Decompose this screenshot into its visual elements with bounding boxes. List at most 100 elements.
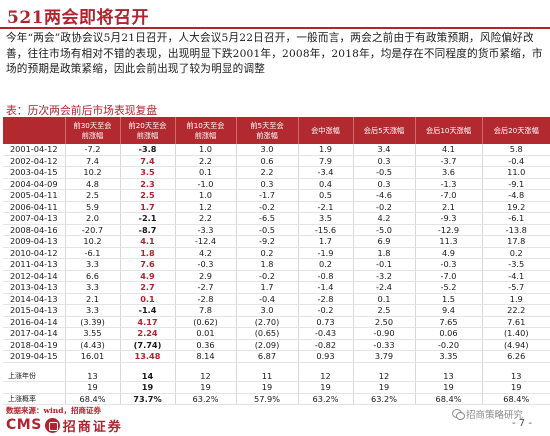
table-cell: 7.4 (120, 155, 176, 167)
table-row: 2014-04-13 2.1 0.1 -2.8 -0.4 -2.8 0.1 1.5 1.9 (3, 293, 550, 305)
spacer-cell (482, 362, 550, 371)
summary-label: 上涨年份 (3, 370, 66, 382)
table-cell: 4.9 (415, 247, 483, 259)
table-cell: 16.01 (65, 350, 121, 363)
table-cell: 1.0 (175, 189, 237, 202)
column-header-6: 会后5天涨幅 (353, 117, 416, 144)
table-cell: -7.2 (65, 144, 121, 156)
table-cell: 1.9 (482, 293, 550, 305)
table-cell: -0.8 (298, 270, 354, 282)
column-header-2: 前20天至会 前涨幅 (120, 117, 176, 144)
table-cell: -0.2 (236, 201, 299, 213)
table-cell: -6.1 (482, 212, 550, 225)
table-cell: 19.2 (482, 201, 550, 213)
table-cell: 1.2 (175, 201, 237, 213)
summary-row: 上涨概率 68.4% 73.7% 63.2% 57.9% 63.2% 63.2% 68.4% 6… (3, 393, 550, 405)
row-date-cell: 2005-04-11 (3, 189, 66, 202)
table-cell: 3.0 (236, 304, 299, 317)
summary-cell: 63.2% (353, 393, 416, 405)
table-cell: 10.2 (65, 166, 121, 179)
table-cell: (2.09) (236, 339, 299, 351)
table-cell: (2.70) (236, 316, 299, 328)
table-cell: 0.2 (482, 247, 550, 259)
logo-latin-text: CMS (6, 417, 42, 433)
row-date-cell: 2016-04-14 (3, 316, 66, 328)
table-cell: -0.5 (353, 166, 416, 179)
table-cell: -0.5 (236, 224, 299, 236)
table-cell: 1.8 (236, 258, 299, 271)
summary-cell: 57.9% (236, 393, 299, 405)
summary-cell: 19 (298, 381, 354, 394)
summary-cell: 19 (415, 381, 483, 394)
summary-cell: 19 (120, 381, 176, 394)
table-cell: -0.4 (482, 155, 550, 167)
table-cell: 4.2 (175, 247, 237, 259)
table-row: 2003-04-15 10.2 3.5 0.1 2.2 -3.4 -0.5 3.6 11.0 (3, 166, 550, 179)
summary-cell: 11 (236, 370, 299, 382)
column-header-line: 会后10天涨幅 (425, 125, 472, 135)
table-cell: 7.65 (415, 316, 483, 328)
table-row: 2004-04-09 4.8 2.3 -1.0 0.3 0.4 0.3 -1.3 -9.1 (3, 178, 550, 190)
table-cell: -3.5 (482, 258, 550, 271)
table-cell: 7.6 (120, 258, 176, 271)
table-cell: -4.1 (482, 270, 550, 282)
summary-cell: 19 (353, 381, 416, 394)
summary-cell: 19 (482, 381, 550, 394)
table-cell: 0.6 (236, 155, 299, 167)
table-spacer-row (3, 362, 550, 371)
table-cell: 2.2 (175, 212, 237, 225)
spacer-cell (120, 362, 176, 371)
table-cell: -1.0 (175, 178, 237, 190)
table-cell: -9.3 (415, 212, 483, 225)
table-cell: 4.1 (415, 144, 483, 156)
table-cell: 4.2 (353, 212, 416, 225)
table-cell: 1.7 (120, 201, 176, 213)
column-header-line: 会后20天涨幅 (493, 125, 539, 135)
row-date-cell: 2008-04-16 (3, 224, 66, 236)
table-row: 2019-04-15 16.01 13.48 8.14 6.87 0.93 3.79 3.35… (3, 350, 550, 363)
page-number: - 7 - (512, 418, 532, 429)
table-cell: 6.9 (353, 235, 416, 248)
row-date-cell: 2011-04-13 (3, 258, 66, 271)
table-cell: 6.26 (482, 350, 550, 363)
row-date-cell: 2003-04-15 (3, 166, 66, 179)
table-cell: 0.06 (415, 327, 483, 340)
table-cell: 4.9 (120, 270, 176, 282)
column-header-line: 前5天至会 (250, 120, 284, 130)
table-cell: 3.6 (415, 166, 483, 179)
table-cell: -4.6 (353, 189, 416, 202)
column-header-line: 前涨幅 (194, 130, 217, 140)
row-date-cell: 2012-04-14 (3, 270, 66, 282)
table-cell: 0.01 (175, 327, 237, 340)
spacer-cell (298, 362, 354, 371)
spacer-cell (236, 362, 299, 371)
table-cell: 2.2 (236, 166, 299, 179)
table-cell: -2.1 (298, 201, 354, 213)
table-cell: -5.7 (482, 281, 550, 294)
table-cell: 9.4 (415, 304, 483, 317)
table-cell: 0.3 (353, 155, 416, 167)
table-cell: 2.24 (120, 327, 176, 340)
summary-cell: 13 (482, 370, 550, 382)
table-cell: -5.0 (353, 224, 416, 236)
table-cell: -0.1 (353, 258, 416, 271)
column-header-5: 会中涨幅 (298, 117, 354, 144)
row-date-cell: 2009-04-13 (3, 235, 66, 248)
table-cell: 1.7 (236, 281, 299, 294)
wechat-icon (452, 409, 465, 420)
table-cell: -3.3 (175, 224, 237, 236)
table-cell: 0.93 (298, 350, 354, 363)
summary-cell: 19 (175, 381, 237, 394)
table-cell: 0.3 (236, 178, 299, 190)
column-header-0 (3, 117, 66, 144)
table-cell: 1.5 (415, 293, 483, 305)
row-date-cell: 2001-04-12 (3, 144, 66, 156)
table-cell: -12.9 (415, 224, 483, 236)
table-cell: -0.3 (175, 258, 237, 271)
table-cell: 22.2 (482, 304, 550, 317)
table-cell: 0.5 (298, 189, 354, 202)
table-cell: -12.4 (175, 235, 237, 248)
column-header-4: 前5天至会 前涨幅 (236, 117, 299, 144)
spacer-cell (175, 362, 237, 371)
body-paragraph: 今年“两会”政协会议5月21日召开，人大会议5月22日召开，一般而言，两会之前由… (6, 32, 543, 76)
